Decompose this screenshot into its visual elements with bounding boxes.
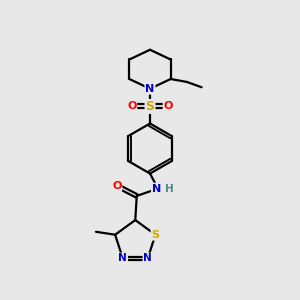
Text: O: O	[164, 101, 173, 111]
Text: N: N	[143, 254, 152, 263]
Text: H: H	[165, 184, 173, 194]
Text: N: N	[118, 254, 127, 263]
Text: N: N	[152, 184, 161, 194]
Text: O: O	[127, 101, 136, 111]
Text: N: N	[146, 84, 154, 94]
Text: S: S	[152, 230, 159, 240]
Text: O: O	[112, 181, 122, 190]
Text: S: S	[146, 100, 154, 113]
